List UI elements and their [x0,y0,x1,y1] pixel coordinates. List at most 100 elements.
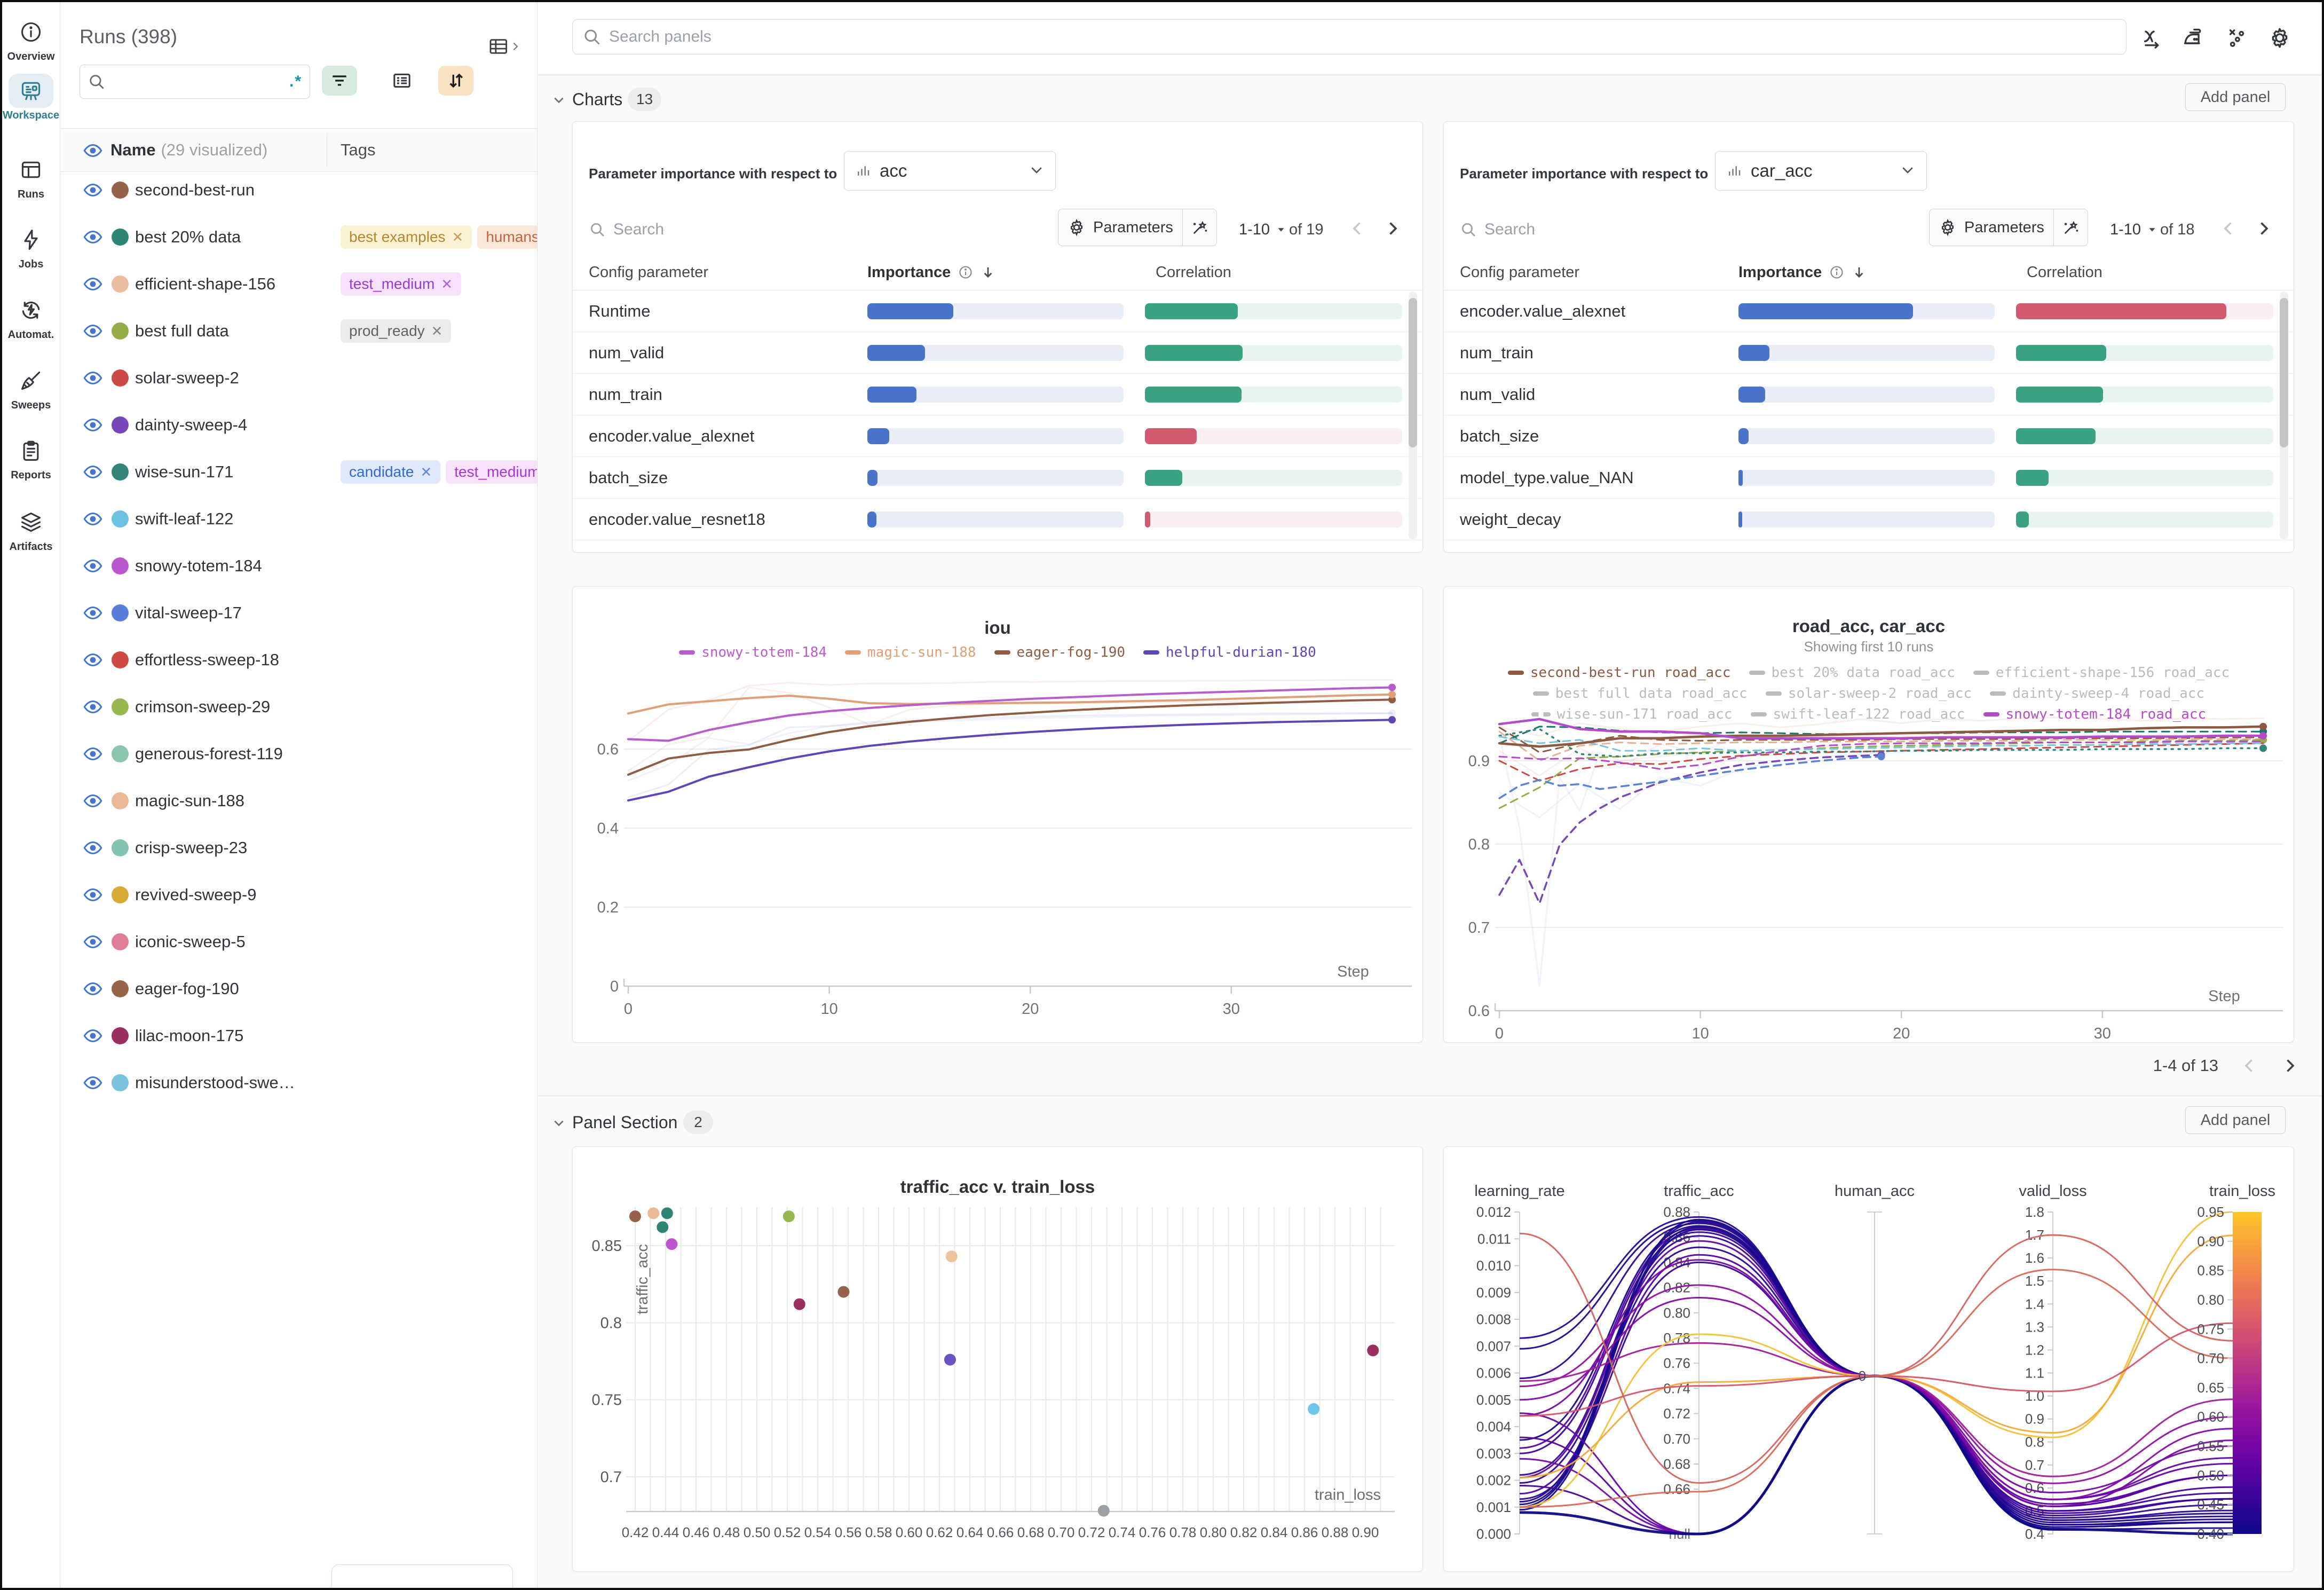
legend-item[interactable]: snowy-totem-184 [679,644,827,660]
page-next-button[interactable] [1383,219,1404,240]
page-prev-button[interactable] [1348,219,1369,240]
sidebar-item-workspace[interactable]: Workspace [2,74,60,122]
outliers-button[interactable] [2225,26,2251,52]
column-tags-header[interactable]: Tags [341,140,376,159]
sidebar-item-artifacts[interactable]: Artifacts [2,505,60,553]
tag-pill[interactable]: humans✕ [477,225,537,249]
chevron-left-icon[interactable] [2240,1056,2259,1075]
parallel-line[interactable] [1519,1234,2233,1478]
scatter-point[interactable] [629,1210,641,1223]
run-name[interactable]: revived-sweep-9 [135,885,257,904]
tag-remove-icon[interactable]: ✕ [452,229,464,245]
run-name[interactable]: misunderstood-swe… [135,1073,295,1092]
visibility-eye-toggle[interactable] [83,932,102,951]
tag-remove-icon[interactable]: ✕ [431,322,443,339]
importance-header[interactable]: Importance [1738,257,1867,288]
tag-pill[interactable]: prod_ready ✕ [341,319,452,343]
visibility-eye-toggle[interactable] [83,368,102,388]
run-row[interactable]: snowy-totem-184 [61,542,537,589]
magic-wand-button[interactable] [1182,209,1216,246]
run-name[interactable]: wise-sun-171 [135,462,234,481]
scatter-point[interactable] [782,1210,795,1223]
parallel-line[interactable] [1519,1342,2233,1477]
metric-dropdown[interactable]: car_acc [1715,151,1927,191]
run-row[interactable]: dainty-sweep-4 [61,402,537,448]
tag-remove-icon[interactable]: ✕ [420,463,432,480]
scrollbar-thumb[interactable] [1409,298,1417,447]
visibility-eye-icon[interactable] [83,141,102,163]
run-row[interactable]: eager-fog-190 [61,965,537,1012]
runs-table-expand-button[interactable] [488,34,521,59]
scatter-point[interactable] [944,1353,956,1366]
run-row[interactable]: misunderstood-swe… [61,1059,537,1106]
visibility-eye-toggle[interactable] [83,979,102,998]
scatter-point[interactable] [1367,1344,1379,1357]
legend-item[interactable]: solar-sweep-2 road_acc [1765,686,1972,702]
add-panel-button[interactable]: Add panel [2185,83,2286,111]
parallel-line[interactable] [1519,1246,2233,1521]
run-row[interactable]: magic-sun-188 [61,777,537,824]
tag-pill[interactable]: test_medium✕ [446,460,537,484]
visibility-eye-toggle[interactable] [83,650,102,670]
visibility-eye-toggle[interactable] [83,509,102,529]
run-row[interactable]: best 20% data best examples ✕ humans✕ [61,214,537,261]
magic-wand-button[interactable] [2053,209,2088,246]
parallel-line[interactable] [1519,1218,2233,1530]
sidebar-item-overview[interactable]: Overview [2,15,60,63]
run-name[interactable]: snowy-totem-184 [135,556,262,575]
run-name[interactable]: generous-forest-119 [135,744,283,763]
legend-item[interactable]: magic-sun-188 [845,644,976,660]
panel-search-input[interactable]: Search panels [572,19,2127,54]
run-row[interactable]: generous-forest-119 [61,730,537,777]
runs-search-input[interactable]: .* [80,65,310,99]
run-row[interactable]: lilac-moon-175 [61,1012,537,1059]
chevron-down-icon[interactable] [552,93,566,107]
run-name[interactable]: iconic-sweep-5 [135,932,246,951]
sidebar-item-jobs[interactable]: Jobs [2,223,60,271]
page-next-button[interactable] [2254,219,2275,240]
run-name[interactable]: efficient-shape-156 [135,274,276,293]
legend-item[interactable]: best 20% data road_acc [1749,665,1955,681]
run-name[interactable]: dainty-sweep-4 [135,415,248,434]
road-acc-chart-panel[interactable]: road_acc, car_acc Showing first 10 runs se… [1443,586,2294,1043]
rows-page-range[interactable]: 1-10 [1239,215,1287,245]
scatter-point[interactable] [1308,1403,1320,1415]
parallel-line[interactable] [1519,1296,2233,1500]
run-name[interactable]: effortless-sweep-18 [135,650,279,669]
legend-item[interactable]: swift-leaf-122 road_acc [1750,706,1965,722]
metric-dropdown[interactable]: acc [844,151,1056,191]
parallel-line[interactable] [1519,1219,2233,1526]
scrollbar-thumb[interactable] [2280,298,2288,447]
run-row[interactable]: swift-leaf-122 [61,495,537,542]
run-name[interactable]: crimson-sweep-29 [135,697,271,716]
run-name[interactable]: solar-sweep-2 [135,368,239,387]
parallel-coordinates-panel[interactable]: learning_rate traffic_acc human_acc valid_l… [1443,1146,2294,1572]
iou-chart-panel[interactable]: iou snowy-totem-184 magic-sun-188 eager-fog… [572,586,1423,1043]
legend-item[interactable]: snowy-totem-184 road_acc [1983,706,2206,722]
run-name[interactable]: best 20% data [135,227,241,246]
visibility-eye-toggle[interactable] [83,274,102,294]
scatter-point[interactable] [837,1286,850,1298]
run-name[interactable]: lilac-moon-175 [135,1026,244,1045]
chevron-right-icon[interactable] [2280,1056,2299,1075]
run-name[interactable]: best full data [135,321,229,340]
sort-button[interactable] [438,66,473,96]
scatter-point[interactable] [647,1207,660,1219]
visibility-eye-toggle[interactable] [83,556,102,576]
scatter-point[interactable] [657,1221,669,1233]
sidebar-item-sweeps[interactable]: Sweeps [2,364,60,412]
sidebar-item-automat[interactable]: Automat. [2,293,60,341]
legend-item[interactable]: helpful-durian-180 [1143,644,1316,660]
visibility-eye-toggle[interactable] [83,697,102,717]
regex-toggle[interactable]: .* [289,73,302,90]
visibility-eye-toggle[interactable] [83,603,102,623]
visibility-eye-toggle[interactable] [83,462,102,482]
filter-button[interactable] [322,66,357,96]
parallel-line[interactable] [1519,1229,2233,1528]
tag-pill[interactable]: test_medium✕ [341,272,462,296]
chevron-down-icon[interactable] [552,1116,566,1130]
visibility-eye-toggle[interactable] [83,744,102,763]
parameters-button[interactable]: Parameters [1930,209,2053,246]
run-row[interactable]: revived-sweep-9 [61,871,537,918]
visibility-eye-toggle[interactable] [83,791,102,810]
